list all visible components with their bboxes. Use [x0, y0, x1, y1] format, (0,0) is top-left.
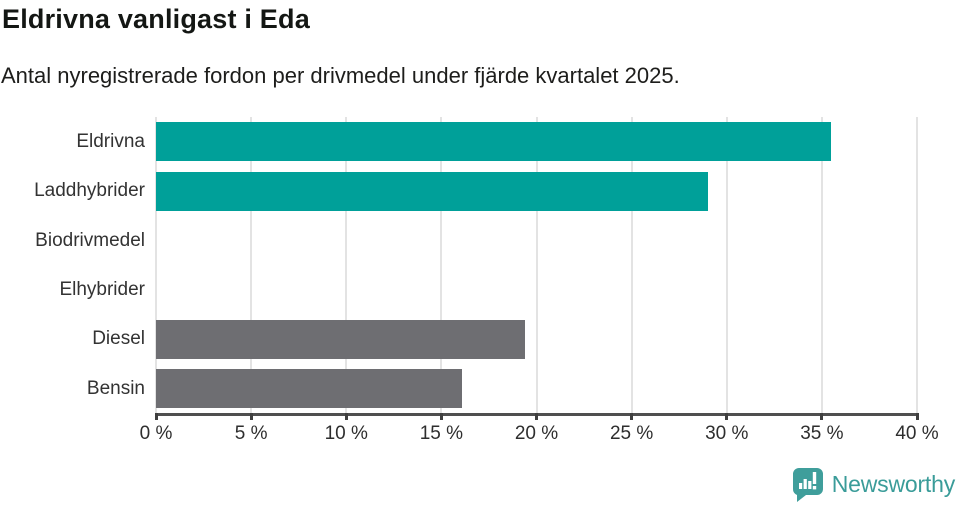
- category-label-biodrivmedel: Biodrivmedel: [35, 229, 145, 251]
- bar-chart-plot: Eldrivna Laddhybrider Biodrivmedel Elhybrid…: [34, 117, 939, 444]
- category-label-diesel: Diesel: [92, 328, 145, 350]
- gridline: [155, 117, 157, 413]
- gridline: [725, 117, 728, 413]
- x-axis-tick-label: 5 %: [234, 423, 268, 444]
- x-axis-tick: [249, 413, 253, 420]
- x-axis-tick-label: 40 %: [895, 423, 939, 444]
- bar-laddhybrider: [156, 171, 708, 211]
- gridline: [250, 117, 253, 413]
- gridline: [535, 117, 538, 413]
- x-axis-tick-label: 0 %: [139, 423, 173, 444]
- x-axis-tick-label: 10 %: [324, 423, 368, 444]
- x-axis-tick: [915, 413, 919, 420]
- x-axis-tick: [535, 413, 538, 420]
- x-axis-tick-label: 25 %: [609, 423, 654, 444]
- newsworthy-logo-text: Newsworthy: [831, 471, 955, 497]
- x-axis-tick: [725, 413, 729, 420]
- category-label-elhybrider: Elhybrider: [59, 279, 145, 300]
- gridline: [440, 117, 443, 413]
- x-axis-tick: [820, 413, 824, 420]
- gridline: [630, 117, 633, 413]
- x-axis-tick-label: 15 %: [419, 423, 464, 444]
- x-axis-tick: [344, 413, 348, 420]
- chart-title: Eldrivna vanligast i Eda: [2, 4, 310, 34]
- x-axis-tick: [154, 413, 158, 420]
- newsworthy-logo-icon: [792, 468, 823, 502]
- x-axis-tick: [630, 413, 634, 420]
- gridline: [820, 117, 823, 413]
- category-label-bensin: Bensin: [86, 377, 145, 399]
- gridline: [916, 117, 918, 413]
- x-axis-tick-label: 20 %: [514, 423, 559, 444]
- bar-diesel: [156, 319, 526, 359]
- gridline: [345, 117, 348, 413]
- chart-subtitle: Antal nyregistrerade fordon per drivmede…: [1, 63, 680, 88]
- category-label-laddhybrider: Laddhybrider: [34, 180, 145, 202]
- x-axis-tick-label: 30 %: [705, 423, 749, 444]
- newsworthy-branding: Newsworthy: [791, 467, 955, 502]
- category-label-eldrivna: Eldrivna: [76, 131, 145, 152]
- bar-bensin: [156, 368, 463, 408]
- x-axis-tick-label: 35 %: [800, 423, 844, 444]
- x-axis-tick: [439, 413, 443, 420]
- bar-eldrivna: [156, 122, 832, 162]
